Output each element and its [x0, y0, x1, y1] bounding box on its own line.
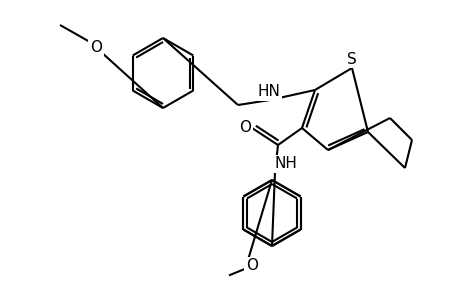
Text: O: O [246, 259, 257, 274]
Text: O: O [239, 121, 251, 136]
Text: NH: NH [274, 157, 297, 172]
Text: HN: HN [257, 85, 280, 100]
Text: S: S [347, 52, 356, 67]
Text: O: O [90, 40, 102, 55]
